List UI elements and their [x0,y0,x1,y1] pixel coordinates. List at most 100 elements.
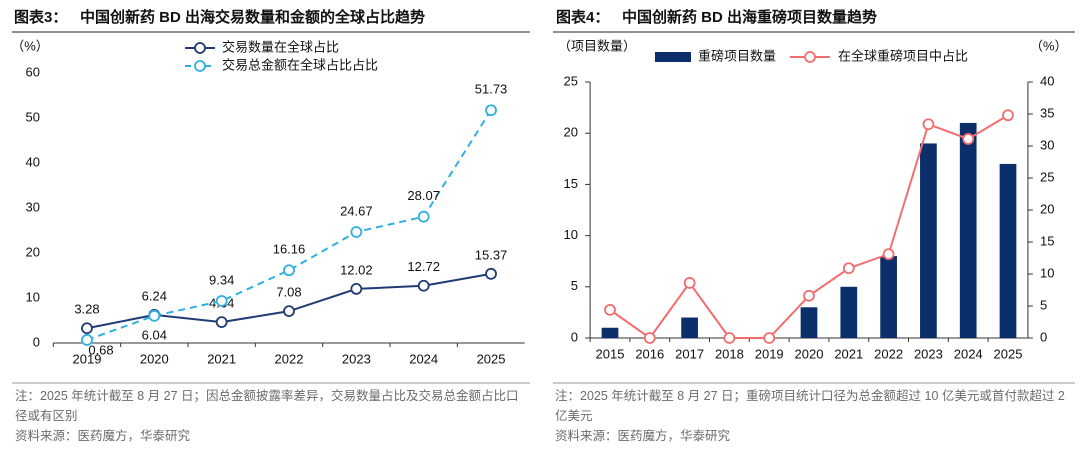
data-label: 51.73 [475,82,508,97]
x-tick-label: 2018 [715,346,744,361]
y2-tick-label: 40 [1040,73,1054,88]
marker [1002,109,1014,122]
data-label: 3.28 [74,302,99,317]
bar [920,143,937,338]
chart-title: 中国创新药 BD 出海重磅项目数量趋势 [622,8,877,26]
x-tick-label: 2023 [342,351,371,366]
y2-tick-label: 0 [1040,329,1047,344]
source: 资料来源：医药魔方，华泰研究 [15,429,191,443]
x-tick-label: 2016 [635,346,664,361]
x-tick-label: 2025 [994,346,1023,361]
y-tick-label: 20 [564,125,578,140]
y-tick-label: 15 [564,176,578,191]
data-label: 28.07 [407,188,440,203]
data-label: 6.24 [142,288,167,303]
legend-swatch [655,52,691,62]
legend-label: 交易总金额在全球占比占比 [222,57,378,72]
marker [283,305,295,318]
y2-tick-label: 25 [1040,169,1054,184]
source: 资料来源：医药魔方，华泰研究 [555,429,731,443]
charts: 图表3： 中国创新药 BD 出海交易数量和金额的全球占比趋势 （%） 0 10 20 30 4… [11,8,1075,384]
marker [683,277,696,289]
note: 注：2025 年统计截至 8 月 27 日；因总金额披露率差异，交易数量占比及交… [15,389,519,423]
marker [81,322,93,335]
data-label: 12.02 [340,262,373,277]
marker [417,210,430,223]
marker [922,118,935,131]
x-tick-label: 2019 [73,351,102,366]
bar [959,122,977,339]
legend-label: 在全球重磅项目中占比 [838,48,968,63]
marker [215,316,228,329]
x-tick-label: 2020 [795,346,824,361]
legend-label: 重磅项目数量 [698,48,776,63]
marker [350,283,363,295]
data-label: 7.08 [276,285,301,300]
bar [880,256,897,338]
y2-tick-label: 20 [1040,201,1054,216]
y-tick-label: 30 [26,199,40,214]
legend-marker [194,60,206,72]
x-tick-label: 2020 [140,351,169,366]
marker [842,262,855,275]
x-tick-label: 2024 [954,346,983,361]
y2-tick-label: 35 [1040,105,1054,120]
marker [283,264,295,277]
data-label: 12.72 [407,259,440,274]
bar [840,286,858,338]
marker [723,332,736,344]
y2-tick-label: 5 [1040,297,1047,312]
bar [601,327,619,338]
y-tick-label: 20 [26,244,40,259]
figure-label: 图表3： [14,8,67,26]
y-tick-label: 25 [564,73,578,88]
bar [800,307,818,338]
y-axis-label: （%） [11,38,49,53]
x-tick-label: 2023 [914,346,943,361]
marker [148,309,161,322]
figure-label: 图表4： [556,8,609,26]
y-tick-label: 10 [26,289,40,304]
y-tick-label: 10 [564,227,578,242]
marker [485,104,497,117]
legend-marker [804,51,816,63]
y-tick-label: 0 [33,334,40,349]
y2-tick-label: 10 [1040,265,1054,280]
marker [643,332,656,344]
bar [999,163,1017,338]
y2-tick-label: 15 [1040,233,1054,248]
data-label: 6.04 [142,327,167,342]
y-tick-label: 0 [571,329,578,344]
x-tick-label: 2024 [409,351,438,366]
y-tick-label: 50 [26,109,40,124]
marker [350,226,363,238]
marker [417,279,430,292]
data-label: 24.67 [340,203,373,218]
note: 注：2025 年统计截至 8 月 27 日；重磅项目统计口径为总金额超过 10 … [555,389,1065,423]
x-tick-label: 2017 [675,346,704,361]
x-tick-label: 2022 [275,351,304,366]
x-tick-label: 2015 [596,346,625,361]
y-tick-label: 40 [26,154,40,169]
y-tick-label: 60 [26,64,40,79]
x-tick-label: 2021 [207,351,236,366]
y-tick-label: 5 [571,278,578,293]
chart-title: 中国创新药 BD 出海交易数量和金额的全球占比趋势 [80,8,425,26]
marker [485,267,497,280]
x-tick-label: 2019 [755,346,784,361]
data-label: 0.68 [88,342,113,357]
y2-tick-label: 30 [1040,137,1054,152]
data-label: 16.16 [273,242,306,257]
marker [604,303,616,316]
marker [215,295,228,307]
data-label: 15.37 [475,247,508,262]
line [609,114,1009,340]
x-tick-label: 2021 [834,346,863,361]
y2-axis-label: （%） [1030,38,1068,53]
notes: 注：2025 年统计截至 8 月 27 日；重磅项目统计口径为总金额超过 10 … [555,386,1070,446]
x-tick-label: 2025 [477,351,506,366]
marker [882,248,895,261]
marker [81,334,93,346]
x-tick-label: 2022 [874,346,903,361]
